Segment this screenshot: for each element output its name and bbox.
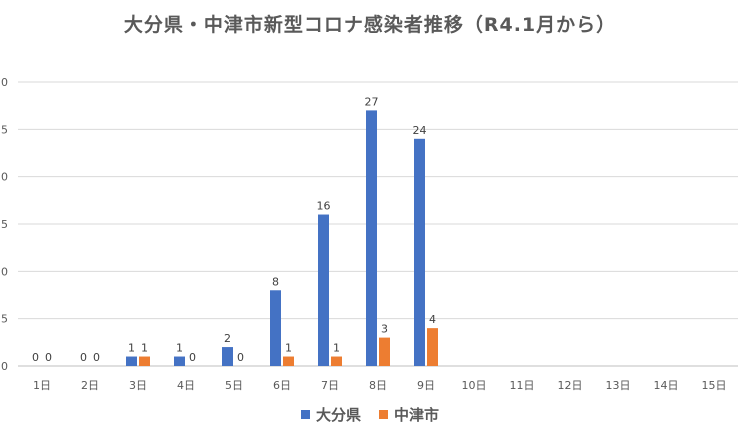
data-label: 24 xyxy=(413,124,427,137)
x-tick-label: 11日 xyxy=(510,379,535,392)
x-tick-label: 13日 xyxy=(606,379,631,392)
data-label: 0 xyxy=(45,351,52,364)
x-tick-label: 12日 xyxy=(558,379,583,392)
y-tick-label: 0 xyxy=(1,76,8,89)
x-tick-label: 3日 xyxy=(129,379,147,392)
data-label: 1 xyxy=(176,342,183,355)
x-tick-label: 15日 xyxy=(702,379,727,392)
bar-nakatsu xyxy=(283,356,294,366)
x-tick-label: 14日 xyxy=(654,379,679,392)
y-tick-label: 0 xyxy=(1,360,8,373)
legend-item-oita: 大分県 xyxy=(300,404,361,425)
x-tick-label: 10日 xyxy=(462,379,487,392)
bar-nakatsu xyxy=(427,328,438,366)
legend-swatch-oita xyxy=(300,410,310,419)
y-tick-label: 5 xyxy=(1,123,8,136)
x-tick-label: 9日 xyxy=(417,379,435,392)
x-tick-label: 7日 xyxy=(321,379,339,392)
x-tick-label: 1日 xyxy=(33,379,51,392)
data-label: 1 xyxy=(128,342,135,355)
legend-item-nakatsu: 中津市 xyxy=(379,404,439,425)
data-label: 0 xyxy=(189,351,196,364)
y-tick-label: 5 xyxy=(1,218,8,231)
data-label: 1 xyxy=(141,342,148,355)
bar-oita xyxy=(318,214,329,366)
bar-oita xyxy=(174,356,185,366)
data-label: 16 xyxy=(317,200,331,213)
data-label: 2 xyxy=(224,332,231,345)
x-tick-label: 5日 xyxy=(225,379,243,392)
legend-label-oita: 大分県 xyxy=(315,406,361,424)
data-label: 1 xyxy=(333,342,340,355)
data-label: 0 xyxy=(80,351,87,364)
legend-label-nakatsu: 中津市 xyxy=(394,406,440,424)
bar-oita xyxy=(366,110,377,367)
y-axis-ticks: 0 5 0 5 0 5 0 xyxy=(1,76,8,373)
bar-oita xyxy=(414,138,425,366)
bar-nakatsu xyxy=(379,337,390,366)
gridlines xyxy=(18,81,738,367)
y-tick-label: 0 xyxy=(1,171,8,184)
y-tick-label: 0 xyxy=(1,265,8,278)
data-label: 0 xyxy=(32,351,39,364)
data-label: 0 xyxy=(237,351,244,364)
x-tick-label: 8日 xyxy=(369,379,387,392)
data-label: 27 xyxy=(365,95,379,108)
data-label: 0 xyxy=(93,351,100,364)
bar-nakatsu xyxy=(139,356,150,366)
data-label: 3 xyxy=(381,323,388,336)
chart-title: 大分県・中津市新型コロナ感染者推移（R4.1月から） xyxy=(123,14,617,36)
bar-oita xyxy=(270,290,281,366)
legend: 大分県 中津市 xyxy=(0,404,740,425)
x-tick-label: 6日 xyxy=(273,379,291,392)
bars xyxy=(126,110,438,367)
bar-nakatsu xyxy=(331,356,342,366)
legend-swatch-nakatsu xyxy=(379,410,388,419)
y-tick-label: 5 xyxy=(1,313,8,326)
x-axis-ticks: 1日 2日 3日 4日 5日 6日 7日 8日 9日 10日 11日 12日 13日 14日 15日 xyxy=(33,379,727,392)
x-tick-label: 4日 xyxy=(177,379,195,392)
bar-oita xyxy=(126,356,137,366)
data-label: 8 xyxy=(272,275,279,288)
bar-oita xyxy=(222,347,233,366)
x-tick-label: 2日 xyxy=(81,379,99,392)
data-label: 1 xyxy=(285,342,292,355)
data-label: 4 xyxy=(429,313,436,326)
